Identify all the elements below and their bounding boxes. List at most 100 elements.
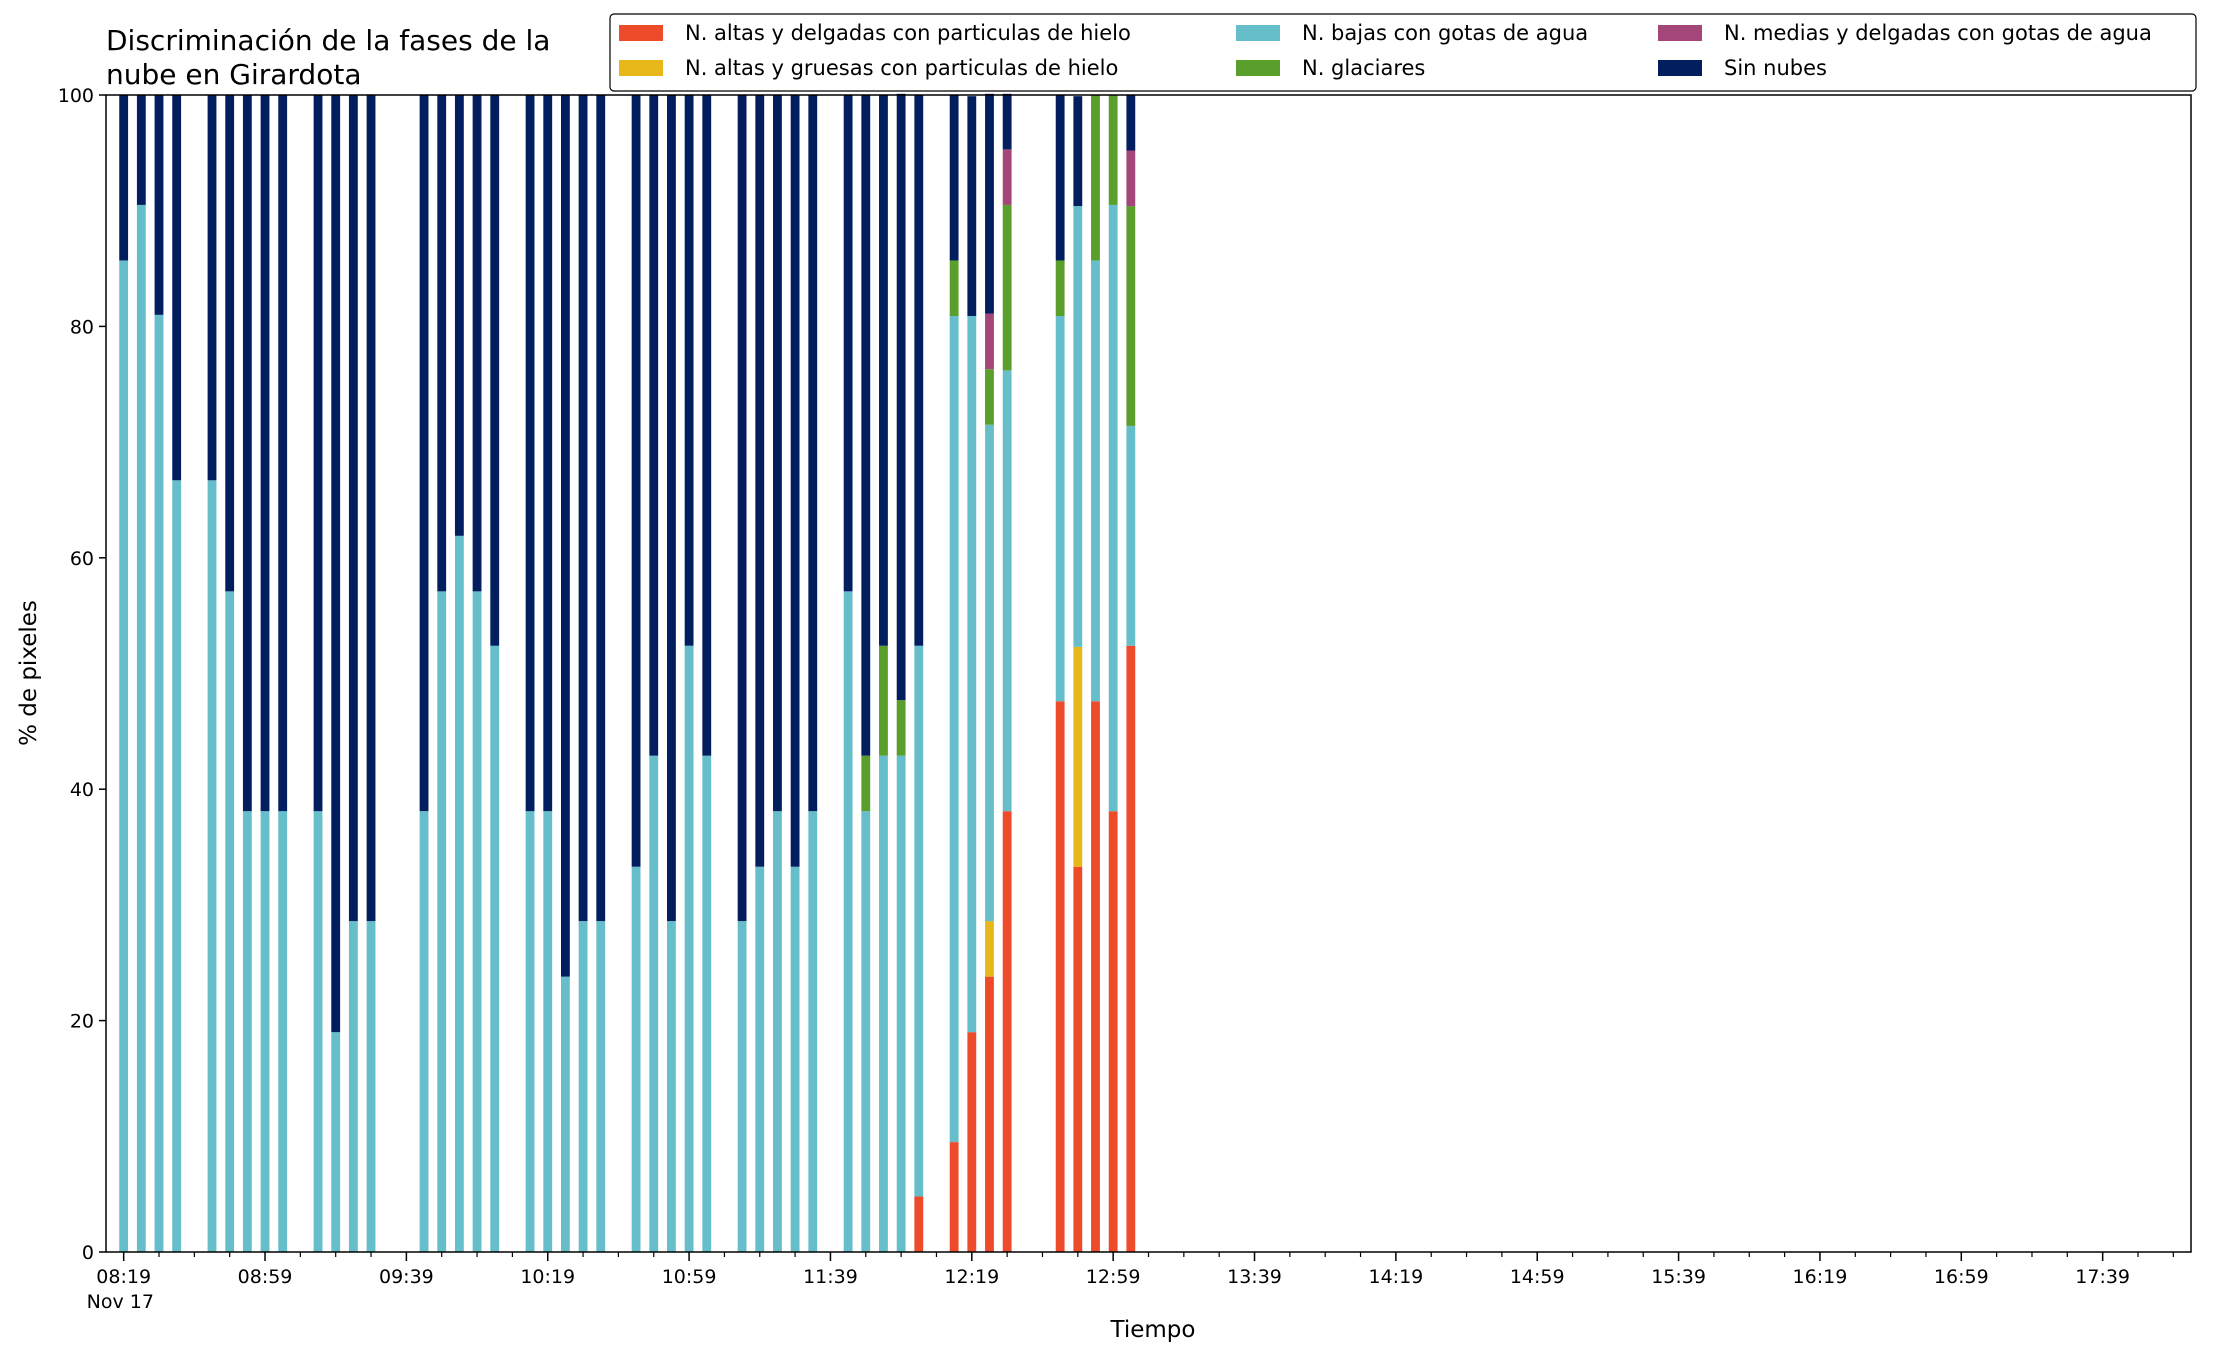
bar-segment-sin-nubes-40 — [985, 93, 994, 314]
bar-segment-sin-nubes-22 — [596, 95, 606, 922]
bar-segment-n-bajas-con-gotas-de-agua-32 — [808, 811, 818, 1252]
bar-segment-sin-nubes-19 — [543, 95, 553, 812]
bar-segment-sin-nubes-12 — [366, 95, 376, 922]
bar-segment-n-bajas-con-gotas-de-agua-40 — [985, 424, 994, 922]
bar-segment-n-bajas-con-gotas-de-agua-33 — [843, 591, 853, 1252]
bar-segment-n-altas-y-gruesas-con-particulas-de-hielo-40 — [985, 921, 994, 977]
x-tick-label: 10:19 — [520, 1266, 575, 1288]
bar-segment-n-bajas-con-gotas-de-agua-42 — [1055, 315, 1065, 702]
bar-segment-n-altas-y-gruesas-con-particulas-de-hielo-43 — [1073, 646, 1083, 867]
bar-segment-n-glaciares-41 — [1002, 204, 1012, 371]
bar-segment-n-bajas-con-gotas-de-agua-39 — [967, 315, 977, 1033]
bar-segment-sin-nubes-2 — [154, 95, 164, 315]
bar-segment-n-bajas-con-gotas-de-agua-15 — [454, 535, 464, 1252]
bar-segment-sin-nubes-46 — [1126, 95, 1136, 151]
bar-segment-sin-nubes-41 — [1002, 93, 1012, 150]
legend-swatch-n-bajas-con-gotas-de-agua — [1236, 25, 1280, 41]
y-tick-label: 40 — [70, 779, 94, 801]
legend-swatch-n-altas-y-delgadas-con-particulas-de-hielo — [619, 25, 663, 41]
bar-segment-n-bajas-con-gotas-de-agua-43 — [1073, 206, 1083, 647]
bar-segment-n-bajas-con-gotas-de-agua-45 — [1108, 204, 1118, 812]
bar-segment-n-bajas-con-gotas-de-agua-23 — [631, 866, 641, 1252]
x-tick-label: 17:39 — [2075, 1266, 2130, 1288]
legend-label-n-altas-y-delgadas-con-particulas-de-hielo: N. altas y delgadas con particulas de hi… — [685, 21, 1131, 45]
bar-segment-sin-nubes-33 — [843, 95, 853, 592]
bar-segment-n-bajas-con-gotas-de-agua-41 — [1002, 370, 1012, 812]
bar-segment-n-bajas-con-gotas-de-agua-37 — [914, 645, 924, 1197]
bar-segment-n-bajas-con-gotas-de-agua-35 — [879, 755, 888, 1252]
x-tick-label: 13:39 — [1227, 1266, 1282, 1288]
bar-segment-sin-nubes-1 — [136, 95, 146, 205]
bar-segment-n-medias-y-delgadas-con-gotas-de-agua-46 — [1126, 150, 1136, 207]
bar-segment-sin-nubes-38 — [949, 95, 959, 261]
bar-segment-sin-nubes-23 — [631, 95, 641, 867]
bar-segment-sin-nubes-16 — [472, 95, 482, 592]
bar-segment-sin-nubes-20 — [560, 95, 570, 977]
bar-segment-n-bajas-con-gotas-de-agua-31 — [790, 866, 800, 1252]
legend: N. altas y delgadas con particulas de hi… — [609, 13, 2197, 92]
bar-segment-sin-nubes-5 — [225, 95, 235, 592]
bar-segment-n-bajas-con-gotas-de-agua-1 — [136, 204, 146, 1252]
bar-segment-n-bajas-con-gotas-de-agua-13 — [419, 811, 429, 1252]
bar-segment-n-glaciares-45 — [1108, 95, 1118, 205]
bar-segment-sin-nubes-30 — [773, 95, 782, 812]
x-tick-label: 11:39 — [803, 1266, 858, 1288]
x-tick-label: 12:59 — [1086, 1266, 1141, 1288]
bar-segment-sin-nubes-39 — [967, 96, 977, 316]
bar-segment-n-glaciares-42 — [1055, 260, 1065, 316]
bar-segment-n-glaciares-35 — [879, 645, 888, 756]
bar-segment-n-bajas-con-gotas-de-agua-10 — [331, 1032, 341, 1252]
bar-segment-n-bajas-con-gotas-de-agua-34 — [861, 811, 871, 1252]
bar-segment-sin-nubes-14 — [437, 95, 447, 592]
x-tick-sublabel: Nov 17 — [87, 1291, 154, 1313]
bar-segment-n-bajas-con-gotas-de-agua-36 — [896, 755, 906, 1252]
bar-segment-n-bajas-con-gotas-de-agua-22 — [596, 921, 606, 1252]
bar-segment-n-altas-y-delgadas-con-particulas-de-hielo-46 — [1126, 645, 1136, 1252]
bar-segment-n-bajas-con-gotas-de-agua-18 — [525, 811, 535, 1252]
bar-segment-sin-nubes-37 — [914, 95, 924, 646]
legend-frame — [609, 13, 2197, 92]
legend-label-sin-nubes: Sin nubes — [1724, 56, 1827, 80]
bar-segment-sin-nubes-8 — [278, 95, 288, 812]
bar-segment-n-bajas-con-gotas-de-agua-20 — [560, 976, 570, 1252]
x-tick-label: 16:19 — [1793, 1266, 1848, 1288]
bar-segment-n-bajas-con-gotas-de-agua-30 — [773, 811, 782, 1252]
bar-segment-sin-nubes-10 — [331, 95, 341, 1033]
bars-layer — [119, 93, 1136, 1253]
bar-segment-sin-nubes-28 — [737, 95, 747, 922]
bar-segment-n-bajas-con-gotas-de-agua-25 — [667, 921, 676, 1252]
bar-segment-n-bajas-con-gotas-de-agua-0 — [119, 260, 129, 1252]
legend-label-n-bajas-con-gotas-de-agua: N. bajas con gotas de agua — [1302, 21, 1588, 45]
bar-segment-sin-nubes-18 — [525, 95, 535, 812]
bar-segment-sin-nubes-34 — [861, 95, 871, 756]
bar-segment-n-bajas-con-gotas-de-agua-7 — [260, 811, 270, 1252]
bar-segment-sin-nubes-26 — [684, 95, 694, 646]
bar-segment-n-altas-y-delgadas-con-particulas-de-hielo-45 — [1108, 811, 1118, 1252]
bar-segment-sin-nubes-25 — [667, 95, 676, 922]
bar-segment-n-bajas-con-gotas-de-agua-38 — [949, 315, 959, 1143]
bar-segment-sin-nubes-21 — [578, 95, 588, 922]
bar-segment-n-bajas-con-gotas-de-agua-26 — [684, 645, 694, 1252]
x-tick-label: 08:59 — [238, 1266, 293, 1288]
y-axis: 0 20 40 60 80 100 — [58, 85, 106, 1264]
bar-segment-sin-nubes-3 — [172, 95, 182, 481]
bar-segment-n-bajas-con-gotas-de-agua-29 — [755, 866, 765, 1252]
bar-segment-n-altas-y-delgadas-con-particulas-de-hielo-40 — [985, 976, 994, 1252]
bar-segment-sin-nubes-17 — [490, 95, 500, 646]
bar-segment-n-glaciares-38 — [949, 260, 959, 316]
bar-segment-n-bajas-con-gotas-de-agua-3 — [172, 480, 182, 1252]
bar-segment-n-bajas-con-gotas-de-agua-8 — [278, 811, 288, 1252]
bar-segment-sin-nubes-35 — [879, 95, 888, 646]
x-tick-label: 14:59 — [1510, 1266, 1565, 1288]
bar-segment-n-bajas-con-gotas-de-agua-21 — [578, 921, 588, 1252]
legend-label-n-glaciares: N. glaciares — [1302, 56, 1425, 80]
bar-segment-n-medias-y-delgadas-con-gotas-de-agua-40 — [985, 313, 994, 370]
bar-segment-n-bajas-con-gotas-de-agua-6 — [242, 811, 252, 1252]
bar-segment-sin-nubes-43 — [1073, 96, 1083, 207]
bar-segment-n-bajas-con-gotas-de-agua-16 — [472, 591, 482, 1252]
bar-segment-sin-nubes-11 — [348, 95, 358, 922]
bar-segment-n-bajas-con-gotas-de-agua-28 — [737, 921, 747, 1252]
x-tick-label: 16:59 — [1934, 1266, 1989, 1288]
bar-segment-n-altas-y-delgadas-con-particulas-de-hielo-42 — [1055, 701, 1065, 1252]
